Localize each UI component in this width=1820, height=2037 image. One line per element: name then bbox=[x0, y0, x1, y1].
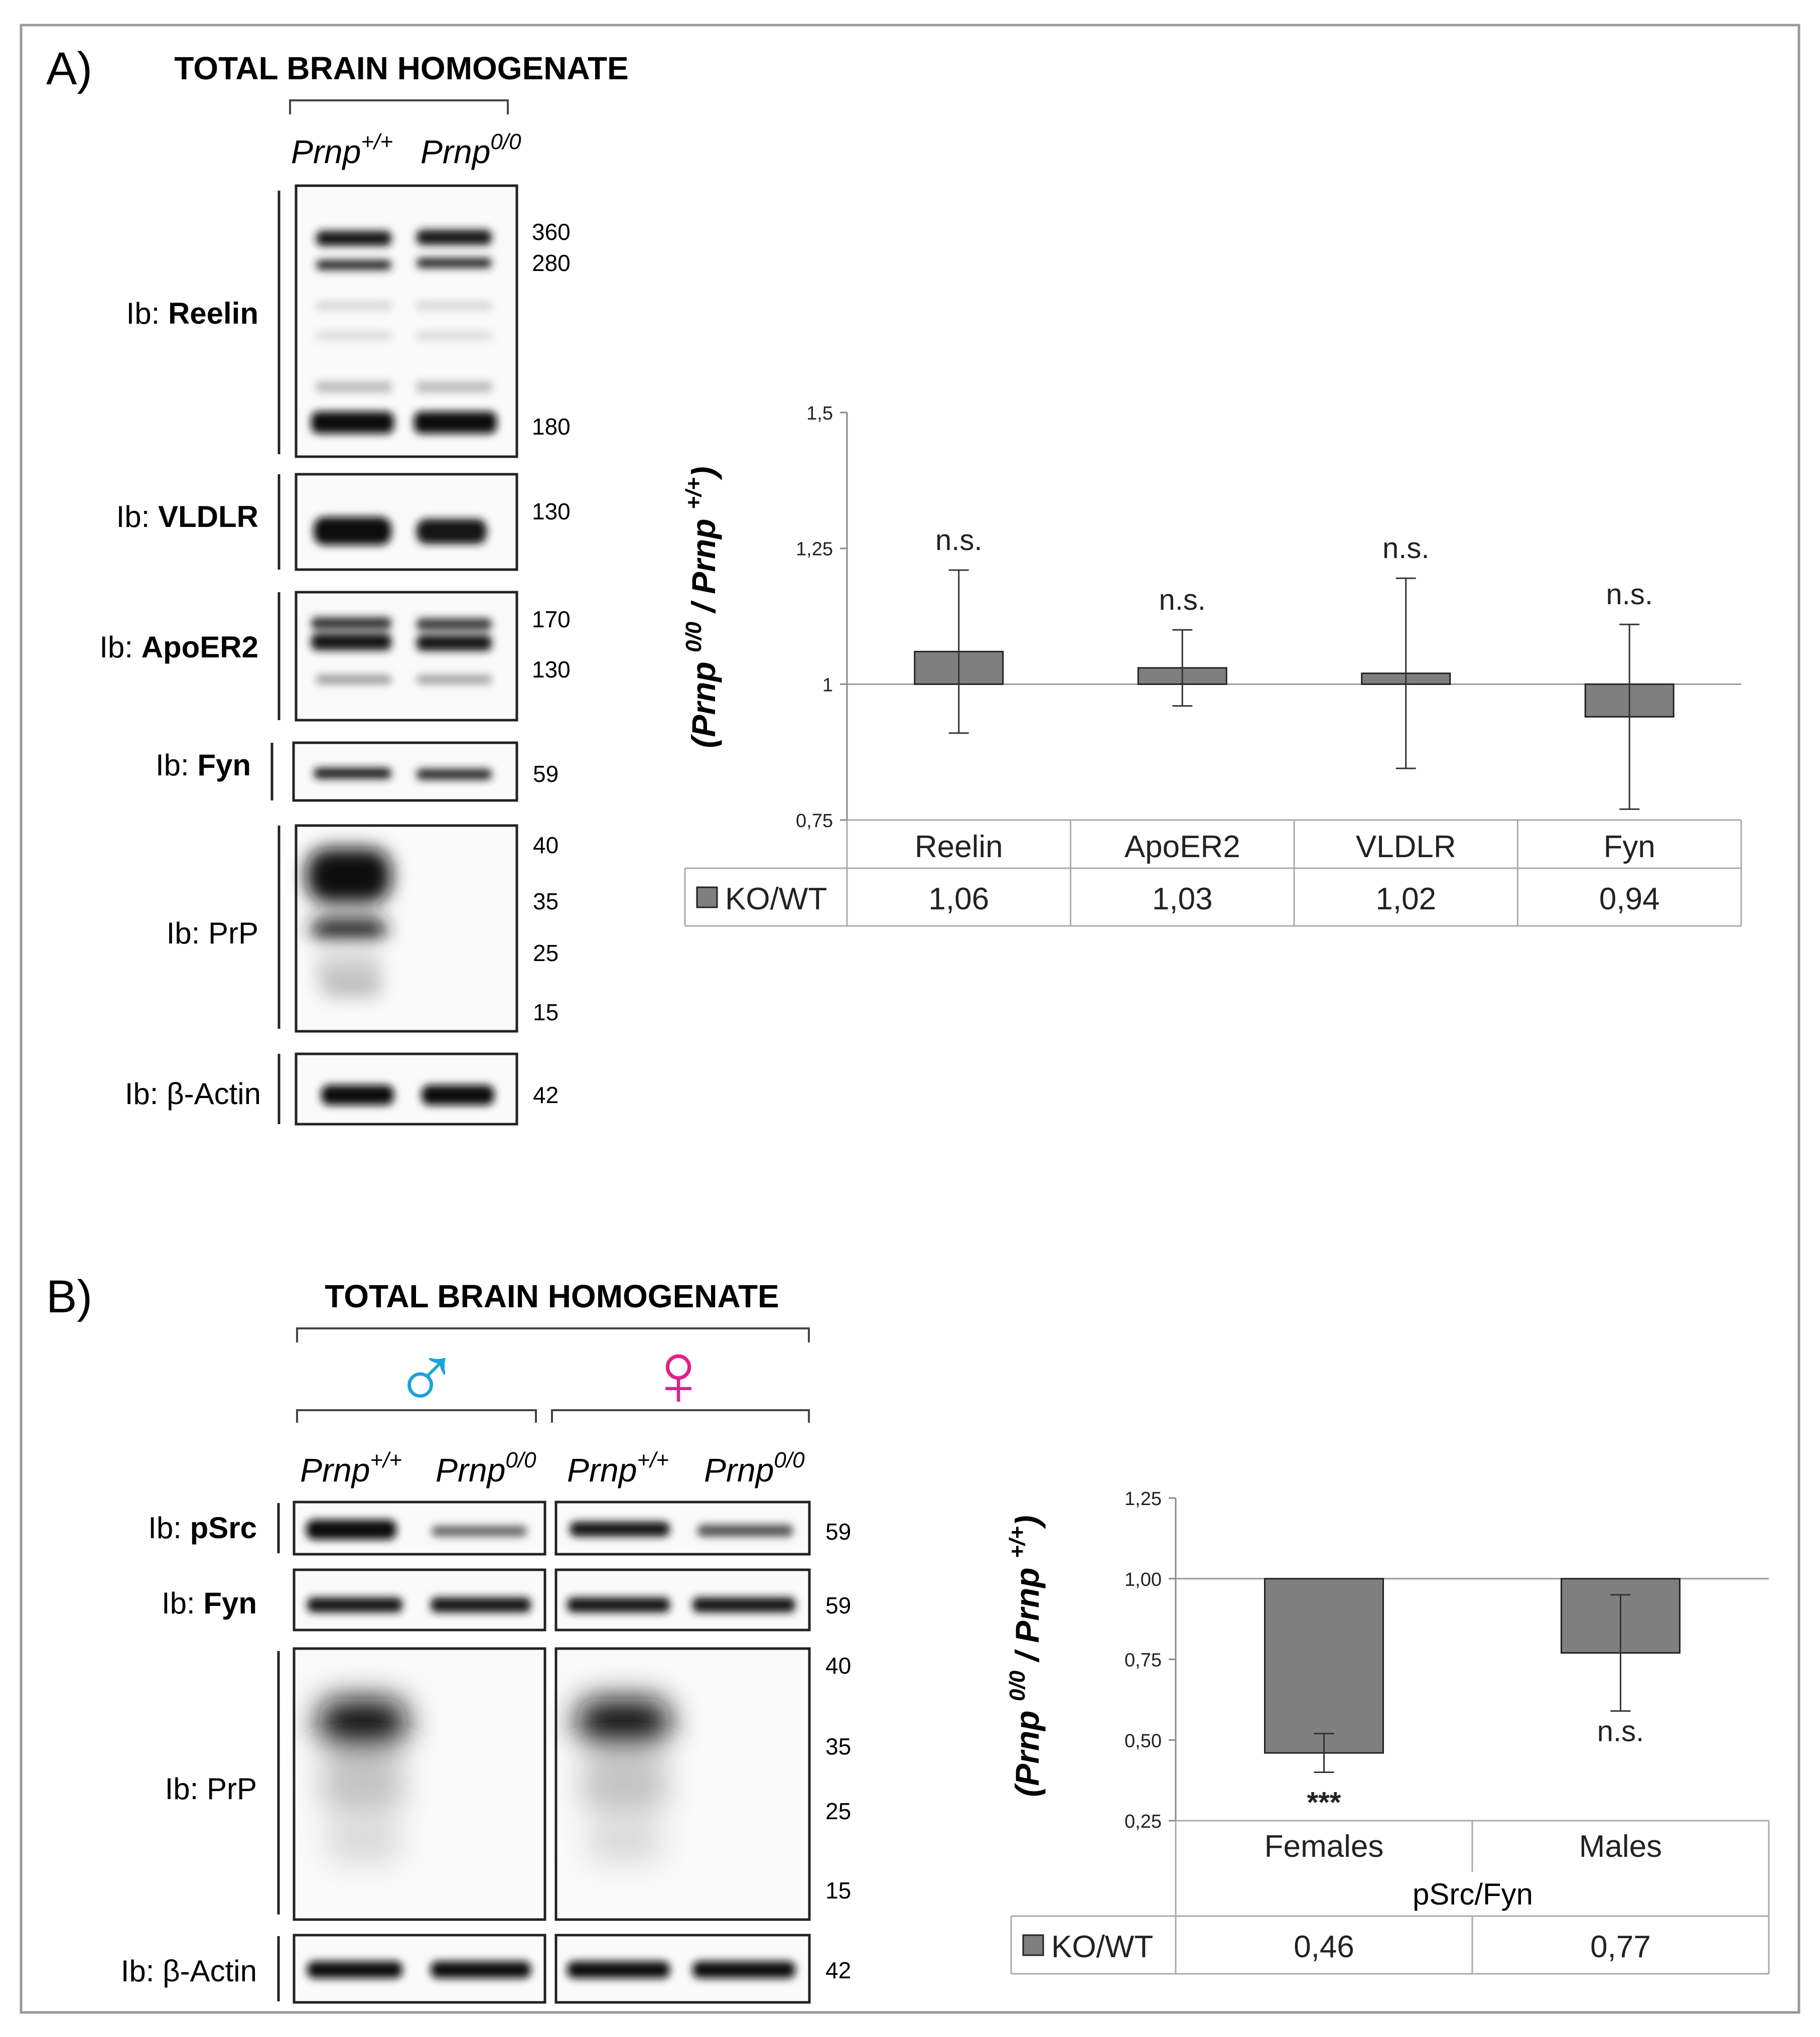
blot-a-prp-label: Ib: PrP bbox=[167, 916, 258, 950]
blot-a-actin-label: Ib: β-Actin bbox=[125, 1077, 261, 1111]
panel-a-title-bracket bbox=[289, 99, 509, 114]
y-tick-label: 1,25 bbox=[1125, 1488, 1162, 1510]
blot-a-reelin: Ib: Reelin 360 280 180 bbox=[126, 184, 571, 458]
y-tick-label: 1,00 bbox=[1125, 1569, 1162, 1590]
y-tick-label: 0,75 bbox=[796, 810, 833, 832]
legend-marker bbox=[696, 886, 718, 908]
y-tick-label: 0,50 bbox=[1125, 1730, 1162, 1751]
category-label: Fyn bbox=[1604, 830, 1655, 864]
mw-marker: 59 bbox=[533, 761, 558, 787]
figure-border bbox=[20, 24, 1800, 2014]
panel-a-lane-labels: Prnp+/+ Prnp0/0 bbox=[291, 129, 521, 170]
y-tick-label: 1,5 bbox=[806, 403, 833, 424]
significance-label: *** bbox=[1307, 1787, 1341, 1819]
bar bbox=[1264, 1578, 1384, 1754]
lane-label-a2: Prnp0/0 bbox=[421, 129, 521, 170]
panel-b-title: TOTAL BRAIN HOMOGENATE bbox=[325, 1278, 779, 1314]
data-value-label: 0,46 bbox=[1294, 1930, 1354, 1964]
blot-a-fyn: Ib: Fyn 59 bbox=[156, 741, 558, 802]
category-label: Males bbox=[1579, 1829, 1662, 1864]
mw-marker: 130 bbox=[532, 498, 571, 524]
mw-marker: 42 bbox=[533, 1082, 558, 1108]
blot-a-vldlr: Ib: VLDLR 130 bbox=[116, 473, 571, 571]
data-value-label: 1,06 bbox=[928, 882, 989, 916]
legend-label: KO/WT bbox=[725, 882, 827, 916]
mw-marker: 15 bbox=[533, 999, 558, 1025]
y-tick-label: 0,75 bbox=[1125, 1650, 1162, 1671]
panel-a-label: A) bbox=[46, 43, 92, 94]
mw-marker: 35 bbox=[533, 888, 558, 914]
chart-a: (Prnp 0/0 / Prnp +/+) 0,75 1 1,25 1,5 n.s. n.… bbox=[681, 403, 1742, 927]
panel-b-lane-labels: Prnp+/+ Prnp0/0 Prnp+/+ Prnp0/0 bbox=[300, 1448, 805, 1488]
chart-a-ylabel: (Prnp 0/0 / Prnp +/+) bbox=[681, 466, 722, 748]
mw-marker: 25 bbox=[533, 940, 558, 966]
mw-marker: 25 bbox=[825, 1798, 851, 1824]
panel-a: A) TOTAL BRAIN HOMOGENATE Prnp+/+ Prnp0/… bbox=[46, 43, 1742, 1126]
chart-b-group-label: pSrc/Fyn bbox=[1413, 1877, 1533, 1911]
blot-b-prp-label: Ib: PrP bbox=[165, 1772, 257, 1806]
category-label: Reelin bbox=[915, 830, 1003, 864]
blot-b-psrc-label: Ib: pSrc bbox=[148, 1511, 257, 1545]
mw-marker: 130 bbox=[532, 656, 571, 683]
panel-b-title-bracket bbox=[296, 1327, 810, 1342]
male-symbol-icon: ♂ bbox=[393, 1324, 461, 1425]
blot-a-fyn-label: Ib: Fyn bbox=[156, 748, 251, 782]
blot-a-vldlr-label: Ib: VLDLR bbox=[116, 500, 258, 533]
mw-marker: 35 bbox=[825, 1733, 851, 1759]
data-value-label: 1,02 bbox=[1375, 882, 1436, 916]
category-label: VLDLR bbox=[1356, 830, 1456, 864]
panel-a-title: TOTAL BRAIN HOMOGENATE bbox=[174, 50, 628, 86]
mw-marker: 360 bbox=[532, 219, 571, 245]
significance-label: n.s. bbox=[935, 524, 983, 557]
blot-b-psrc: Ib: pSrc 59 bbox=[148, 1501, 851, 1556]
mw-marker: 40 bbox=[533, 832, 558, 858]
category-label: ApoER2 bbox=[1125, 830, 1240, 864]
blot-a-apoer2: Ib: ApoER2 170 130 bbox=[99, 591, 571, 722]
blot-b-actin-label: Ib: β-Actin bbox=[121, 1954, 257, 1988]
significance-label: n.s. bbox=[1606, 578, 1653, 611]
blot-a-actin: Ib: β-Actin 42 bbox=[125, 1052, 558, 1126]
significance-label: n.s. bbox=[1159, 584, 1206, 616]
blot-a-reelin-label: Ib: Reelin bbox=[126, 297, 258, 330]
category-label: Females bbox=[1265, 1829, 1384, 1864]
blot-b-fyn: Ib: Fyn 59 bbox=[162, 1568, 851, 1632]
blot-b-actin: Ib: β-Actin 42 bbox=[121, 1934, 851, 2004]
mw-marker: 280 bbox=[532, 250, 571, 276]
mw-marker: 40 bbox=[825, 1653, 851, 1679]
mw-marker: 170 bbox=[532, 606, 571, 632]
significance-label: n.s. bbox=[1597, 1715, 1644, 1747]
panel-b-label: B) bbox=[46, 1271, 92, 1322]
blot-b-fyn-label: Ib: Fyn bbox=[162, 1586, 257, 1620]
y-tick-label: 1,25 bbox=[796, 539, 833, 560]
chart-b: (Prnp 0/0 / Prnp +/+) pSrc/Fyn 0,25 0,50 0… bbox=[1005, 1488, 1770, 1975]
blot-a-apoer2-label: Ib: ApoER2 bbox=[99, 630, 258, 664]
mw-marker: 59 bbox=[825, 1519, 851, 1545]
y-tick-label: 0,25 bbox=[1125, 1811, 1162, 1832]
female-bracket bbox=[551, 1409, 810, 1423]
blot-a-prp: Ib: PrP 40 35 25 15 bbox=[167, 824, 558, 1033]
y-tick-label: 1 bbox=[822, 674, 833, 696]
chart-b-ylabel: (Prnp 0/0 / Prnp +/+) bbox=[1005, 1515, 1046, 1797]
blot-b-prp: Ib: PrP 40 35 25 15 bbox=[165, 1647, 851, 1921]
female-symbol-icon: ♀ bbox=[645, 1324, 713, 1425]
panel-b: B) TOTAL BRAIN HOMOGENATE ♂ ♀ Prnp+/+ Pr… bbox=[46, 1271, 1770, 2004]
mw-marker: 42 bbox=[825, 1957, 851, 1983]
lane-label-b4: Prnp0/0 bbox=[704, 1448, 805, 1488]
significance-label: n.s. bbox=[1382, 532, 1430, 565]
data-value-label: 0,94 bbox=[1599, 882, 1660, 916]
mw-marker: 15 bbox=[825, 1877, 851, 1904]
legend-label: KO/WT bbox=[1051, 1930, 1153, 1964]
data-value-label: 1,03 bbox=[1152, 882, 1213, 916]
lane-label-b3: Prnp+/+ bbox=[567, 1448, 669, 1488]
mw-marker: 180 bbox=[532, 414, 571, 440]
lane-label-a1: Prnp+/+ bbox=[291, 129, 393, 170]
male-bracket bbox=[296, 1409, 537, 1423]
mw-marker: 59 bbox=[825, 1592, 851, 1618]
lane-label-b1: Prnp+/+ bbox=[300, 1448, 402, 1488]
legend-marker bbox=[1022, 1934, 1044, 1956]
lane-label-b2: Prnp0/0 bbox=[436, 1448, 536, 1488]
data-value-label: 0,77 bbox=[1590, 1930, 1651, 1964]
